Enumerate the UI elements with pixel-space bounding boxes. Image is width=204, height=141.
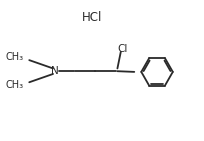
Text: HCl: HCl (81, 11, 102, 25)
Text: Cl: Cl (117, 44, 128, 54)
Text: CH₃: CH₃ (5, 80, 23, 90)
Text: N: N (51, 66, 59, 76)
Text: CH₃: CH₃ (5, 52, 23, 62)
